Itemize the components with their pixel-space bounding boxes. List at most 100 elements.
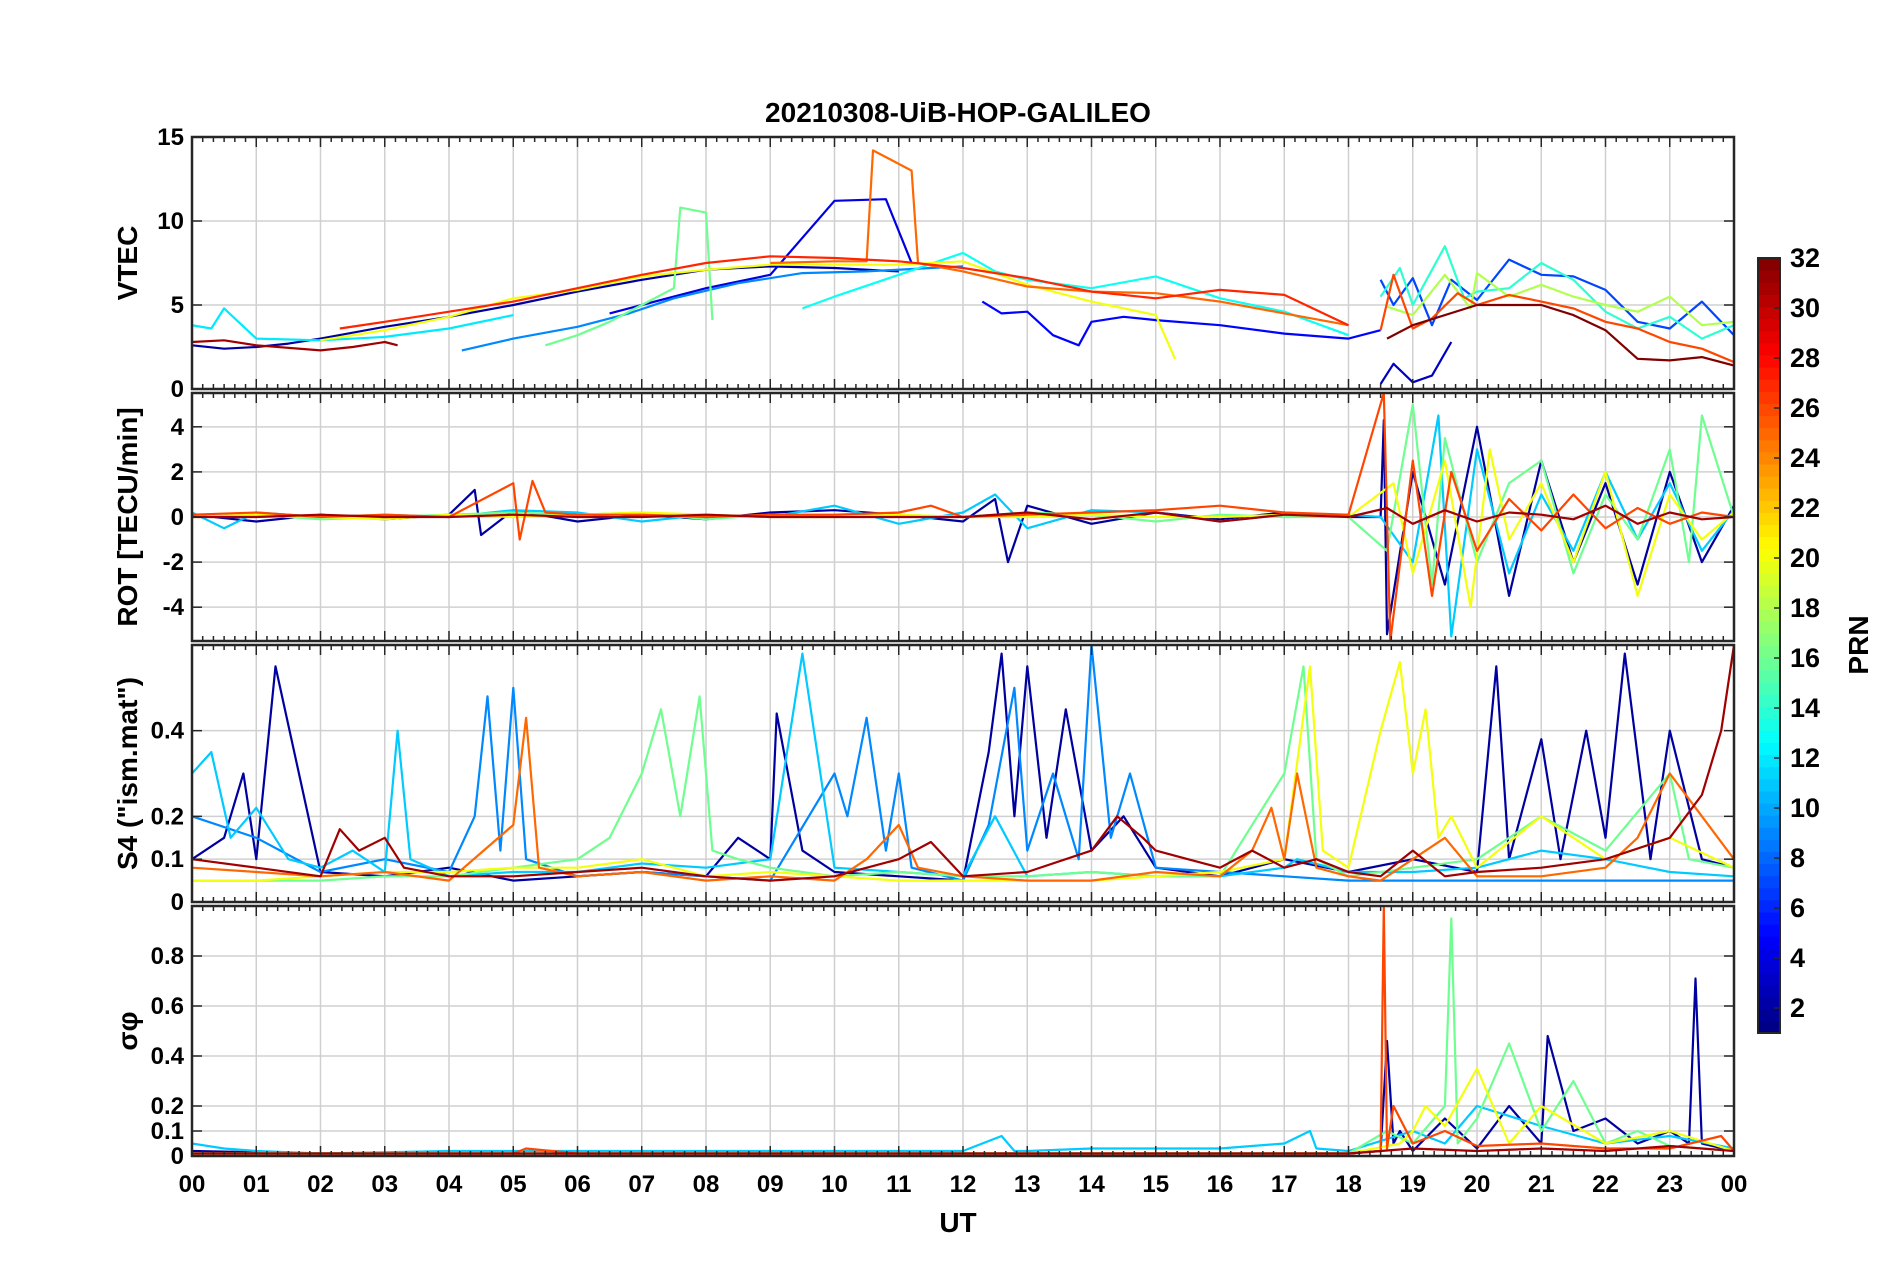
y-axis-label-sigma_phi: σφ xyxy=(112,1011,143,1050)
series-line-prn-20 xyxy=(320,260,1177,360)
colorbar-swatch xyxy=(1758,403,1780,417)
colorbar-swatch xyxy=(1758,984,1780,998)
colorbar-swatch xyxy=(1758,839,1780,852)
series-group xyxy=(192,149,1734,385)
colorbar-swatch xyxy=(1758,560,1780,574)
x-tick-label: 12 xyxy=(950,1171,977,1198)
colorbar-swatch xyxy=(1758,972,1780,986)
y-tick-label: 0 xyxy=(171,504,184,531)
colorbar-swatch xyxy=(1758,379,1780,392)
y-tick-label: 5 xyxy=(171,292,184,319)
series-group xyxy=(192,393,1734,641)
x-tick-label: 20 xyxy=(1464,1171,1491,1198)
colorbar-swatch xyxy=(1758,584,1780,598)
y-tick-label: 0.2 xyxy=(151,803,184,830)
x-tick-label: 07 xyxy=(628,1171,655,1198)
y-tick-label: 0 xyxy=(171,889,184,916)
y-axis-label-rot: ROT [TECU/min] xyxy=(112,407,143,626)
colorbar-swatch xyxy=(1758,354,1780,368)
colorbar-swatch xyxy=(1758,475,1780,489)
colorbar-swatch xyxy=(1758,524,1780,538)
series-line-prn-7 xyxy=(1379,258,1734,336)
x-tick-label: 02 xyxy=(307,1171,334,1198)
x-tick-label: 21 xyxy=(1528,1171,1555,1198)
x-tick-label: 23 xyxy=(1656,1171,1683,1198)
series-line-prn-12 xyxy=(192,307,514,342)
colorbar-swatch xyxy=(1758,827,1780,840)
colorbar-tick-label: 32 xyxy=(1790,243,1820,273)
colorbar-tick-label: 2 xyxy=(1790,993,1805,1023)
colorbar-swatch xyxy=(1758,706,1780,719)
colorbar-tick-label: 4 xyxy=(1790,943,1805,973)
colorbar-swatch xyxy=(1758,633,1780,647)
colorbar-swatch xyxy=(1758,391,1780,404)
series-line-prn-27 xyxy=(339,255,1349,330)
x-tick-label: 06 xyxy=(564,1171,591,1198)
colorbar-tick-label: 12 xyxy=(1790,743,1820,773)
colorbar-swatch xyxy=(1758,270,1780,283)
y-tick-label: 0 xyxy=(171,1143,184,1170)
x-tick-label: 03 xyxy=(371,1171,398,1198)
colorbar-tick-label: 24 xyxy=(1790,443,1820,473)
series-line-prn-31 xyxy=(192,339,398,352)
series-line-prn-16 xyxy=(192,665,1734,882)
colorbar-swatch xyxy=(1758,1008,1780,1022)
colorbar-swatch xyxy=(1758,306,1780,320)
panel-s4: 0 0.1 0.2 0.4 S4 ("ism.mat") xyxy=(112,643,1736,916)
y-tick-label: -2 xyxy=(163,549,184,576)
y-tick-label: 0.6 xyxy=(151,993,184,1020)
colorbar-swatch xyxy=(1758,924,1780,937)
x-tick-label: 14 xyxy=(1078,1171,1105,1198)
colorbar-swatch xyxy=(1758,766,1780,780)
colorbar-swatch xyxy=(1758,863,1780,877)
y-tick-label: 0.1 xyxy=(151,846,184,873)
y-tick-label: 2 xyxy=(171,459,184,486)
series-line-prn-9 xyxy=(461,265,964,352)
colorbar-swatch xyxy=(1758,693,1780,707)
colorbar-swatch xyxy=(1758,282,1780,295)
series-line-prn-14 xyxy=(1379,245,1734,340)
y-tick-label: 15 xyxy=(157,124,184,151)
colorbar-tick-label: 26 xyxy=(1790,393,1820,423)
series-line-prn-18 xyxy=(1386,272,1734,327)
y-tick-label: -4 xyxy=(163,594,185,621)
x-axis-label: UT xyxy=(939,1207,976,1238)
x-tick-label: 00 xyxy=(1721,1171,1748,1198)
colorbar-swatch xyxy=(1758,851,1780,865)
colorbar-swatch xyxy=(1758,718,1780,731)
series-line-prn-31 xyxy=(192,645,1734,882)
colorbar-swatch xyxy=(1758,948,1780,961)
colorbar-swatch xyxy=(1758,572,1780,586)
colorbar-swatch xyxy=(1758,899,1780,913)
x-tick-label: 18 xyxy=(1335,1171,1362,1198)
colorbar-swatch xyxy=(1758,681,1780,695)
colorbar-swatch xyxy=(1758,318,1780,332)
y-tick-label: 0 xyxy=(171,376,184,403)
series-line-prn-26 xyxy=(192,393,1734,641)
colorbar-tick-label: 14 xyxy=(1790,693,1820,723)
y-tick-label: 0.4 xyxy=(151,1043,185,1070)
x-tick-label: 19 xyxy=(1399,1171,1426,1198)
colorbar-swatch xyxy=(1758,451,1780,465)
colorbar-tick-label: 30 xyxy=(1790,293,1820,323)
colorbar-swatch xyxy=(1758,742,1780,756)
colorbar-swatch xyxy=(1758,936,1780,949)
series-line-prn-16 xyxy=(192,403,1734,586)
colorbar-swatch xyxy=(1758,463,1780,477)
colorbar-swatch xyxy=(1758,790,1780,804)
y-tick-label: 4 xyxy=(171,414,185,441)
colorbar-label: PRN xyxy=(1843,615,1874,674)
colorbar-swatch xyxy=(1758,609,1780,622)
x-tick-label: 04 xyxy=(436,1171,463,1198)
colorbar-swatch xyxy=(1758,488,1780,501)
colorbar-frame xyxy=(1757,257,1781,1034)
colorbar-swatch xyxy=(1758,960,1780,974)
colorbar-tick-label: 10 xyxy=(1790,793,1820,823)
colorbar-tick-label: 16 xyxy=(1790,643,1820,673)
series-line-prn-4 xyxy=(609,198,913,315)
series-line-prn-13 xyxy=(802,251,1349,337)
colorbar-swatch xyxy=(1758,439,1780,453)
colorbar-swatch xyxy=(1758,427,1780,441)
colorbar-swatch xyxy=(1758,669,1780,683)
